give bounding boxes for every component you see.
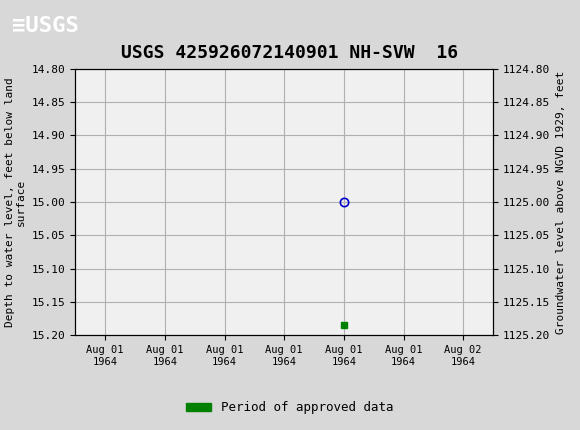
Y-axis label: Depth to water level, feet below land
surface: Depth to water level, feet below land su… <box>5 77 26 327</box>
Legend: Period of approved data: Period of approved data <box>181 396 399 419</box>
Text: USGS 425926072140901 NH-SVW  16: USGS 425926072140901 NH-SVW 16 <box>121 44 459 62</box>
Y-axis label: Groundwater level above NGVD 1929, feet: Groundwater level above NGVD 1929, feet <box>556 71 566 334</box>
Text: ≡USGS: ≡USGS <box>12 16 78 36</box>
